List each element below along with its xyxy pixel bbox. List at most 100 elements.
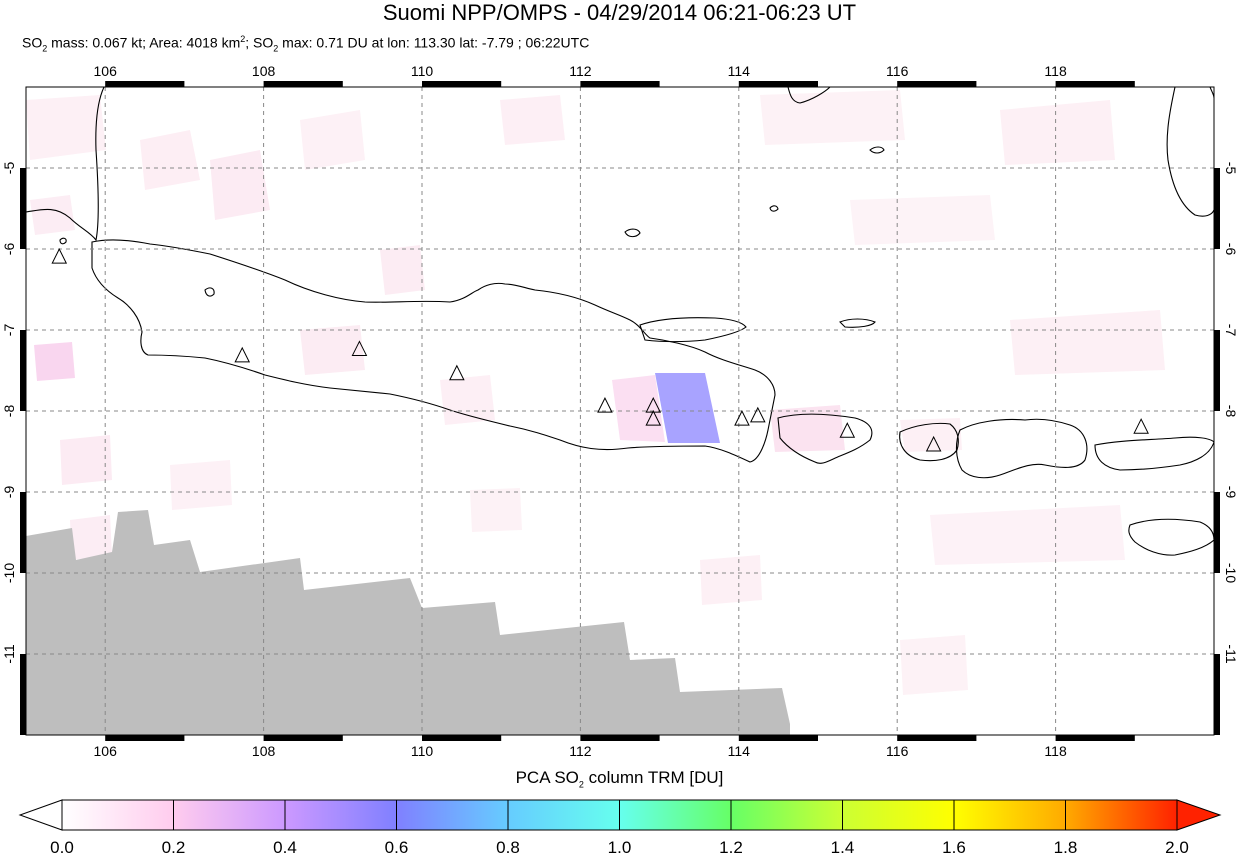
- lat-tick-label: -7: [1, 324, 17, 337]
- lon-tick-label: 106: [94, 743, 118, 759]
- so2-pixel-faint: [1000, 100, 1115, 165]
- frame-bar-segment: [738, 81, 818, 87]
- lon-labels-top: 106 108 110 112 114 116 118: [94, 63, 1067, 79]
- frame-bar-segment: [20, 654, 26, 735]
- lat-tick-label: -9: [1, 486, 17, 499]
- frame-bar-segment: [263, 81, 343, 87]
- coastline-sumba: [1128, 518, 1214, 556]
- frame-bar-segment: [105, 81, 185, 87]
- colorbar-tick-label: 0.0: [50, 838, 74, 855]
- lon-tick-label: 118: [1044, 743, 1067, 759]
- lat-tick-label: -8: [1223, 405, 1239, 418]
- so2-pixel-faint: [770, 405, 845, 452]
- frame-bar-segment: [105, 735, 185, 741]
- colorbar-tick-label: 1.4: [831, 838, 855, 855]
- frame-bar-segment: [20, 168, 26, 249]
- volcano-marker: [449, 364, 465, 381]
- lon-tick-label: 106: [94, 63, 118, 79]
- so2-pixel-faint: [30, 195, 75, 235]
- lat-tick-label: -7: [1223, 324, 1239, 337]
- volcano-layer: [51, 247, 1149, 452]
- so2-pixel-light: [34, 342, 75, 381]
- so2-pixel-faint: [380, 245, 425, 295]
- lon-tick-label: 116: [886, 743, 909, 759]
- so2-pixel-faint: [900, 635, 968, 695]
- frame-bar-segment: [1055, 735, 1135, 741]
- colorbar-over-arrow: [1176, 799, 1222, 831]
- colorbar-tick-label: 1.2: [719, 838, 743, 855]
- coastline-bawean: [624, 228, 641, 238]
- volcano-marker: [734, 409, 750, 426]
- lat-tick-label: -10: [1, 563, 17, 583]
- so2-pixel-faint: [440, 375, 495, 425]
- so2-pixel-faint: [140, 130, 200, 190]
- colorbar-tick-label: 1.8: [1054, 838, 1078, 855]
- volcano-marker: [51, 247, 68, 264]
- lat-tick-label: -9: [1223, 486, 1239, 499]
- coastline-islet: [769, 205, 779, 212]
- volcano-marker: [925, 435, 942, 452]
- frame-bar-segment: [1214, 654, 1220, 735]
- coastline-sumatra: [26, 87, 105, 242]
- colorbar-tick-label: 2.0: [1165, 838, 1189, 855]
- frame-bar-segment: [422, 81, 502, 87]
- volcano-marker: [645, 409, 662, 426]
- volcano-marker: [351, 340, 368, 356]
- so2-stats-line: SO2 mass: 0.067 kt; Area: 4018 km2; SO2 …: [22, 34, 590, 54]
- map-title: Suomi NPP/OMPS - 04/29/2014 06:21-06:23 …: [382, 0, 857, 25]
- so2-pixel-layer: [26, 90, 1165, 695]
- colorbar-tick-label: 0.6: [385, 838, 409, 855]
- so2-pixel-faint: [170, 460, 232, 510]
- frame-bar-segment: [1214, 330, 1220, 411]
- frame-bar-segment: [580, 81, 660, 87]
- lon-tick-label: 116: [886, 63, 909, 79]
- lat-tick-label: -11: [1223, 644, 1239, 663]
- no-data-region: [26, 510, 790, 735]
- lon-tick-label: 108: [252, 743, 276, 759]
- so2-pixel-faint: [1010, 310, 1165, 375]
- so2-pixel-faint: [850, 195, 995, 245]
- colorbar-tick-label: 0.8: [496, 838, 520, 855]
- frame-bar-segment: [1055, 81, 1135, 87]
- coastline-bali: [777, 413, 873, 464]
- colorbar: 0.0 0.2 0.4 0.6 0.8 1.0 1.2 1.4 1.6 1.8 2.0: [18, 799, 1222, 855]
- coastline-flores: [1094, 436, 1214, 471]
- frame-bar-segment: [422, 735, 502, 741]
- coastline-layer: [26, 87, 1214, 556]
- volcano-marker: [839, 422, 856, 438]
- so2-pixel-faint: [210, 150, 270, 220]
- so2-pixel-faint: [60, 435, 112, 485]
- frame-bar-segment: [263, 735, 343, 741]
- coastline-java: [91, 239, 776, 463]
- so2-pixel-faint: [760, 90, 905, 145]
- lat-tick-label: -5: [1223, 162, 1239, 175]
- coastline-sumbawa: [955, 418, 1088, 479]
- colorbar-tick-label: 1.6: [942, 838, 966, 855]
- lat-tick-label: -8: [1, 405, 17, 418]
- lon-tick-label: 108: [252, 63, 276, 79]
- so2-pixel-faint: [700, 555, 762, 605]
- lat-tick-label: -10: [1223, 563, 1239, 583]
- so2-pixel-faint: [70, 515, 112, 560]
- frame-bar-segment: [20, 492, 26, 573]
- lat-labels-right: -5 -6 -7 -8 -9 -10 -11: [1223, 162, 1239, 664]
- so2-pixel-faint: [300, 110, 365, 170]
- graticule: [26, 87, 1214, 735]
- so2-pixel-faint: [300, 325, 365, 375]
- coastline-sulawesi: [1166, 87, 1214, 217]
- so2-pixel-faint: [26, 95, 106, 160]
- colorbar-under-arrow: [18, 799, 63, 831]
- lat-tick-label: -5: [1, 162, 17, 175]
- colorbar-tick-label: 1.0: [608, 838, 632, 855]
- lon-tick-label: 114: [728, 743, 751, 759]
- volcano-marker: [234, 346, 251, 363]
- lon-tick-label: 110: [411, 63, 434, 79]
- coastline-madura: [639, 317, 747, 343]
- coastline-islet: [204, 287, 215, 297]
- colorbar-tick-label: 0.4: [273, 838, 297, 855]
- lon-tick-label: 110: [411, 743, 434, 759]
- map-frame-bars: [20, 81, 1220, 741]
- colorbar-tick-label: 0.2: [162, 838, 186, 855]
- frame-bar-segment: [580, 735, 660, 741]
- frame-bar-segment: [1214, 492, 1220, 573]
